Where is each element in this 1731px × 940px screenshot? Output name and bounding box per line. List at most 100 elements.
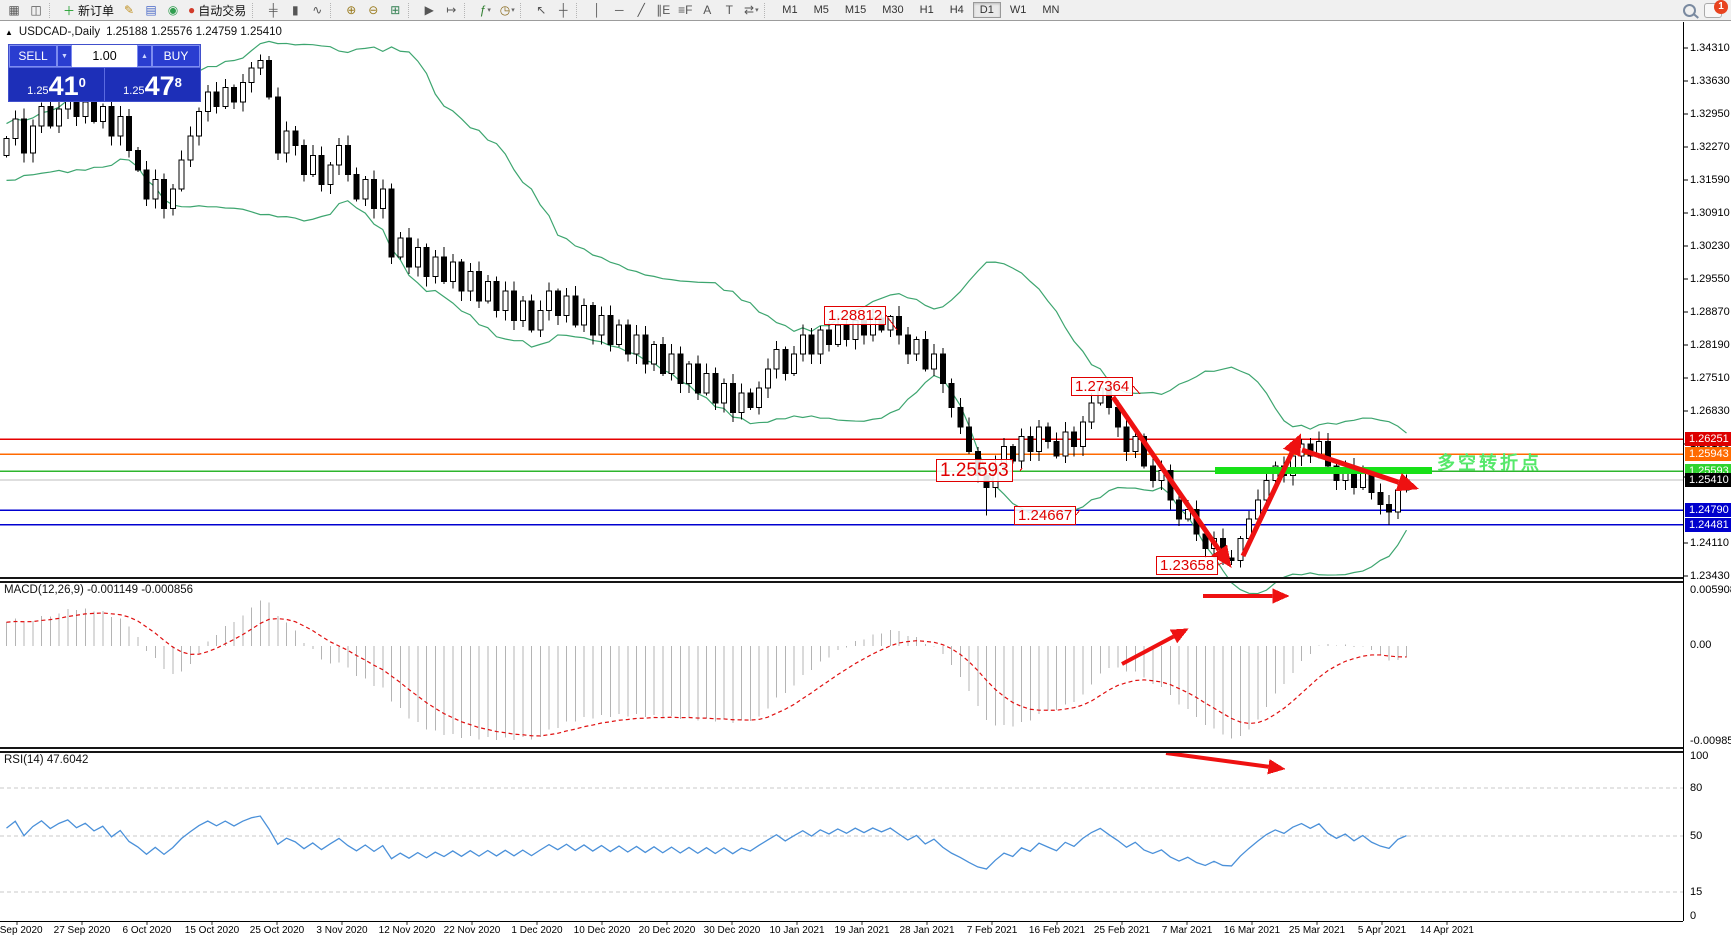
notification-badge: 1 [1714, 0, 1728, 14]
toolbar-separator [576, 2, 583, 18]
price-tick-label: 1.32270 [1690, 141, 1730, 153]
timeframe-button-m15[interactable]: M15 [844, 4, 867, 16]
panel-separator[interactable] [0, 747, 1683, 753]
cursor-icon[interactable]: ↖ [530, 2, 552, 19]
turning-point-note[interactable]: 多空转折点 [1437, 453, 1542, 473]
volume-input[interactable]: 1.00 [72, 45, 137, 67]
buy-button[interactable]: BUY [152, 45, 200, 67]
timeframe-button-w1[interactable]: W1 [1009, 4, 1027, 16]
zoom-out-icon[interactable]: ⊖ [362, 2, 384, 19]
toolbar-separator [252, 2, 259, 18]
horizontal-line-icon[interactable]: ─ [608, 2, 630, 19]
indicators-icon[interactable]: ƒ ▾ [474, 2, 496, 19]
price-annotation-label[interactable]: 1.28812 [824, 306, 887, 325]
toolbar-separator [464, 2, 471, 18]
text-label-icon[interactable]: T [718, 2, 740, 19]
text-icon: A [703, 3, 712, 17]
buy-price[interactable]: 1.25 47 8 [104, 68, 200, 101]
sell-button[interactable]: SELL [9, 45, 57, 67]
timeframe-button-m30[interactable]: M30 [882, 4, 904, 16]
price-annotation-label[interactable]: 1.27364 [1071, 377, 1134, 396]
price-tick-label: 1.32950 [1690, 108, 1730, 120]
main-chart-panel[interactable] [0, 22, 1683, 578]
line-chart-icon[interactable]: ∿ [306, 2, 328, 19]
collapse-icon[interactable]: ▲ [5, 27, 13, 37]
arrows-tool-icon: ⇄ [744, 3, 755, 17]
date-tick-label: 30 Dec 2020 [703, 925, 761, 936]
signals-icon: ◉ [167, 3, 179, 17]
date-tick-label: 7 Feb 2021 [966, 925, 1018, 936]
toolbar-separator [764, 2, 771, 18]
toolbar-separator [408, 2, 415, 18]
price-tick-label: 1.28190 [1690, 339, 1730, 351]
data-window-icon[interactable]: ◫ [25, 2, 47, 19]
trendline-icon[interactable]: ╱ [630, 2, 652, 19]
metaeditor-icon[interactable]: ✎ [118, 2, 140, 19]
ohlc-values: 1.25188 1.25576 1.24759 1.25410 [106, 26, 282, 38]
new-order-button[interactable]: ＋新订单 [59, 2, 118, 19]
zoom-in-icon[interactable]: ⊕ [340, 2, 362, 19]
rsi-tick-label: 80 [1690, 782, 1703, 794]
macd-label: MACD(12,26,9) -0.001149 -0.000856 [4, 584, 194, 596]
candlestick-chart-icon: ▮ [291, 3, 299, 17]
autotrading-button[interactable]: ● 自动交易 [184, 2, 250, 19]
timeframe-button-m5[interactable]: M5 [813, 4, 829, 16]
periods-icon: ◷ [499, 3, 511, 17]
toolbar: ▦ ◫ ＋新订单 ✎ ▤ ◉ ● 自动交易 ╪ ▮ ∿ ⊕ ⊖ ⊞ ▶ ↦ ƒ ▾ ◷ ▾ ↖ ┼ │ ─ ╱ ∥E ≡F A T ⇄ ▾ M… [0, 0, 1731, 21]
buy-price-small: 1.25 [123, 85, 145, 97]
one-click-trade-panel: SELL ▼ 1.00 ▲ BUY 1.25 41 0 1.25 47 8 [8, 44, 201, 102]
price-tick-label: 1.28870 [1690, 306, 1730, 318]
price-axis-line [1683, 22, 1684, 921]
signals-icon[interactable]: ◉ [162, 2, 184, 19]
charts-grid-icon: ▦ [8, 3, 20, 17]
text-icon[interactable]: A [696, 2, 718, 19]
timeframe-button-h1[interactable]: H1 [919, 4, 934, 16]
symbol-period-label: USDCAD-,Daily [18, 26, 101, 38]
rsi-panel[interactable] [0, 752, 1683, 920]
price-annotation-label[interactable]: 1.23658 [1156, 556, 1219, 575]
autotrading-button: ● [188, 3, 196, 17]
price-tick-label: 1.23430 [1690, 570, 1730, 582]
date-tick-label: 20 Dec 2020 [638, 925, 696, 936]
auto-scroll-icon[interactable]: ▶ [418, 2, 440, 19]
date-tick-label: 6 Oct 2020 [122, 925, 172, 936]
rsi-tick-label: 100 [1690, 750, 1709, 762]
volume-decrease-button[interactable]: ▼ [57, 45, 72, 67]
sell-price-small: 1.25 [27, 85, 49, 97]
bar-chart-icon[interactable]: ╪ [262, 2, 284, 19]
price-annotation-label[interactable]: 1.25593 [936, 459, 1013, 482]
price-tick-label: 1.31590 [1690, 174, 1730, 186]
date-tick-label: 14 Apr 2021 [1420, 925, 1474, 936]
sell-price[interactable]: 1.25 41 0 [9, 68, 104, 101]
macd-panel[interactable] [0, 582, 1683, 746]
timeframe-button-d1[interactable]: D1 [972, 2, 1001, 18]
price-badge: 1.25410 [1685, 472, 1731, 487]
panel-separator[interactable] [0, 577, 1683, 583]
terminal-icon[interactable]: ▤ [140, 2, 162, 19]
vertical-line-icon[interactable]: │ [586, 2, 608, 19]
channel-icon[interactable]: ∥E [652, 2, 674, 19]
timeframe-button-m1[interactable]: M1 [782, 4, 798, 16]
date-tick-label: 12 Nov 2020 [378, 925, 436, 936]
fibonacci-icon[interactable]: ≡F [674, 2, 696, 19]
date-axis-line [0, 921, 1683, 922]
price-annotation-label[interactable]: 1.24667 [1014, 506, 1077, 525]
date-tick-label: 19 Jan 2021 [834, 925, 890, 936]
periods-icon[interactable]: ◷ ▾ [496, 2, 518, 19]
notifications-icon[interactable]: 1 [1704, 0, 1728, 18]
price-tick-label: 1.30230 [1690, 240, 1730, 252]
volume-increase-button[interactable]: ▲ [137, 45, 152, 67]
timeframe-button-mn[interactable]: MN [1042, 4, 1060, 16]
tile-windows-icon: ⊞ [390, 3, 401, 17]
candlestick-chart-icon[interactable]: ▮ [284, 2, 306, 19]
tile-windows-icon[interactable]: ⊞ [384, 2, 406, 19]
arrows-tool-icon[interactable]: ⇄ ▾ [740, 2, 762, 19]
crosshair-icon[interactable]: ┼ [552, 2, 574, 19]
search-icon[interactable] [1683, 3, 1696, 17]
price-tick-label: 1.33630 [1690, 75, 1730, 87]
buy-price-big: 47 [144, 71, 175, 101]
chart-shift-icon[interactable]: ↦ [440, 2, 462, 19]
charts-grid-icon[interactable]: ▦ [3, 2, 25, 19]
timeframe-button-h4[interactable]: H4 [949, 4, 964, 16]
dropdown-caret-icon: ▾ [487, 7, 491, 14]
